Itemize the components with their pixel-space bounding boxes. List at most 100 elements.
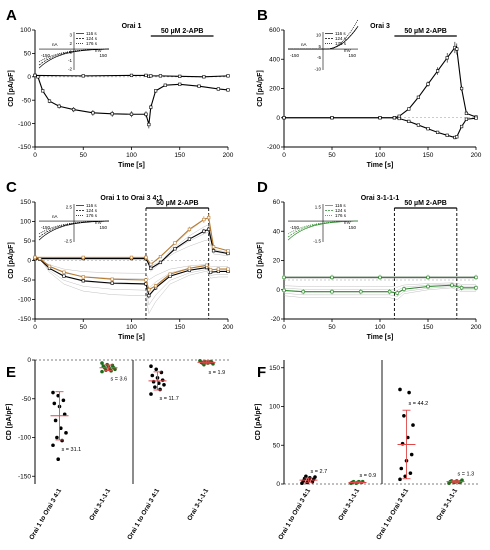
data-point [150, 373, 155, 378]
inset-x-unit: mV [344, 48, 351, 53]
inset-y-tick: 3 [69, 33, 72, 38]
data-point [158, 255, 163, 259]
data-point [211, 362, 215, 366]
inset-y-tick: 2.5 [66, 205, 73, 210]
x-tick-label: 0 [33, 152, 37, 159]
data-point [474, 116, 478, 120]
data-point [154, 284, 158, 288]
data-point [426, 284, 430, 289]
inset-legend-label: 124 s [335, 208, 347, 213]
data-point [416, 95, 421, 99]
y-tick-label: 50 [273, 442, 281, 449]
panel-letter: B [257, 7, 268, 24]
data-point [398, 387, 402, 392]
data-point [445, 133, 449, 137]
data-point [395, 291, 399, 295]
data-point [110, 112, 114, 116]
y-tick-label: -100 [18, 435, 31, 442]
inset-legend-label: 124 s [86, 36, 98, 41]
sd-annotation: s = 1.9 [209, 370, 226, 376]
data-point [407, 390, 411, 395]
data-point [81, 279, 85, 283]
chart-title: Orai 3-1-1-1 [361, 195, 400, 202]
category-label: Orai 1 to Orai 3 4:1 [28, 487, 63, 541]
data-point [51, 443, 55, 448]
data-point [100, 369, 104, 374]
data-point [313, 475, 317, 479]
x-tick-label: 100 [126, 324, 137, 331]
inset-y-tick: 5 [318, 44, 321, 49]
x-tick-label: 150 [174, 152, 185, 159]
data-point [64, 431, 68, 435]
y-tick-label: 0 [276, 481, 280, 488]
data-point [55, 435, 59, 440]
inset-legend-label: 176 s [335, 41, 347, 46]
y-tick-label: 50 [24, 238, 32, 245]
y-tick-label: 0 [27, 357, 31, 364]
inset-y-unit: nA [52, 42, 58, 47]
y-tick-label: 100 [20, 219, 31, 226]
data-point [47, 99, 52, 103]
y-axis-label: CD [pA/pF] [255, 404, 262, 441]
data-point [426, 82, 430, 86]
data-point [100, 361, 104, 365]
data-point [474, 286, 478, 290]
data-point [147, 122, 151, 127]
data-point [435, 69, 440, 73]
category-label: Orai 1 to Orai 3 4:1 [126, 487, 161, 541]
data-point [207, 216, 211, 220]
inset-x-unit: mV [95, 220, 102, 225]
data-point [399, 466, 404, 471]
x-axis-label: Time [s] [118, 162, 145, 169]
data-point [411, 423, 415, 427]
y-tick-label: 0 [27, 74, 31, 81]
inset-x-unit: mV [344, 220, 351, 225]
x-tick-label: 50 [80, 324, 88, 331]
x-tick-label: 50 [328, 324, 336, 331]
inset-y-unit: nA [301, 42, 307, 47]
data-point [149, 74, 153, 78]
x-axis-label: Time [s] [367, 162, 394, 169]
data-point [455, 47, 459, 51]
iv-curve [38, 220, 110, 235]
data-point [149, 392, 153, 396]
cell-trace [283, 287, 476, 300]
inset-x-unit: mV [95, 48, 102, 53]
x-tick-label: 200 [471, 324, 482, 331]
data-point [211, 245, 216, 249]
data-point [378, 116, 382, 120]
data-point [464, 111, 469, 115]
x-tick-label: 0 [33, 324, 37, 331]
data-point [445, 56, 449, 60]
data-point [91, 111, 95, 115]
inset-x-tick: -150 [290, 53, 300, 58]
data-point [304, 474, 308, 479]
data-point [110, 277, 114, 281]
y-tick-label: 0 [276, 287, 280, 294]
data-point [144, 73, 148, 77]
data-point [149, 105, 153, 109]
category-label: Orai 3-1-1-1 [337, 487, 361, 522]
inset-x-tick: -150 [41, 225, 51, 230]
cell-trace [34, 259, 228, 281]
data-point [202, 75, 206, 79]
data-point [52, 401, 57, 406]
data-point [149, 266, 153, 270]
data-point [60, 438, 64, 443]
y-tick-label: -150 [18, 473, 31, 480]
x-tick-label: 150 [174, 324, 185, 331]
x-tick-label: 0 [282, 324, 286, 331]
data-point [209, 268, 213, 272]
data-point [398, 477, 402, 482]
y-tick-label: 20 [273, 258, 281, 265]
data-point [154, 89, 158, 93]
data-point [33, 255, 37, 259]
cell-trace [283, 283, 476, 291]
data-point [163, 83, 167, 87]
data-point [460, 478, 464, 482]
y-tick-label: 400 [269, 56, 280, 63]
y-tick-label: 50 [24, 51, 32, 58]
data-point [282, 288, 286, 293]
